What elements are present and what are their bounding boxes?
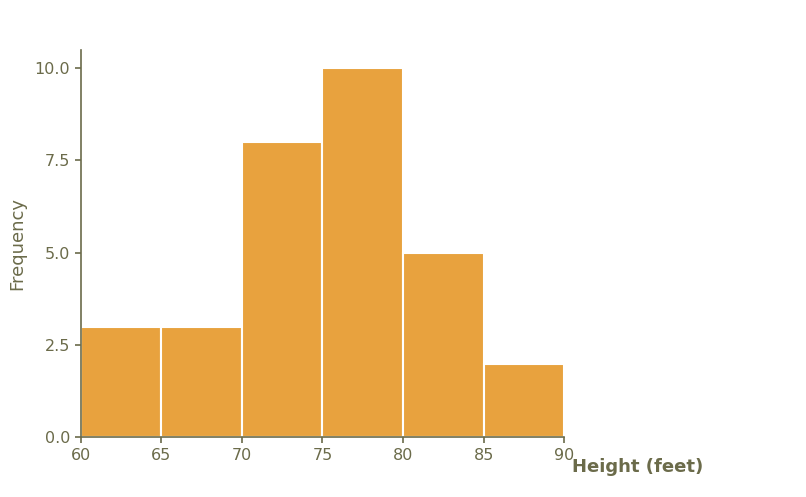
- Bar: [403, 253, 484, 437]
- Bar: [242, 142, 322, 437]
- Bar: [81, 327, 161, 437]
- Bar: [484, 363, 564, 437]
- Bar: [161, 327, 242, 437]
- Text: Height (feet): Height (feet): [572, 458, 704, 476]
- Bar: [322, 68, 403, 437]
- Y-axis label: Frequency: Frequency: [8, 197, 27, 290]
